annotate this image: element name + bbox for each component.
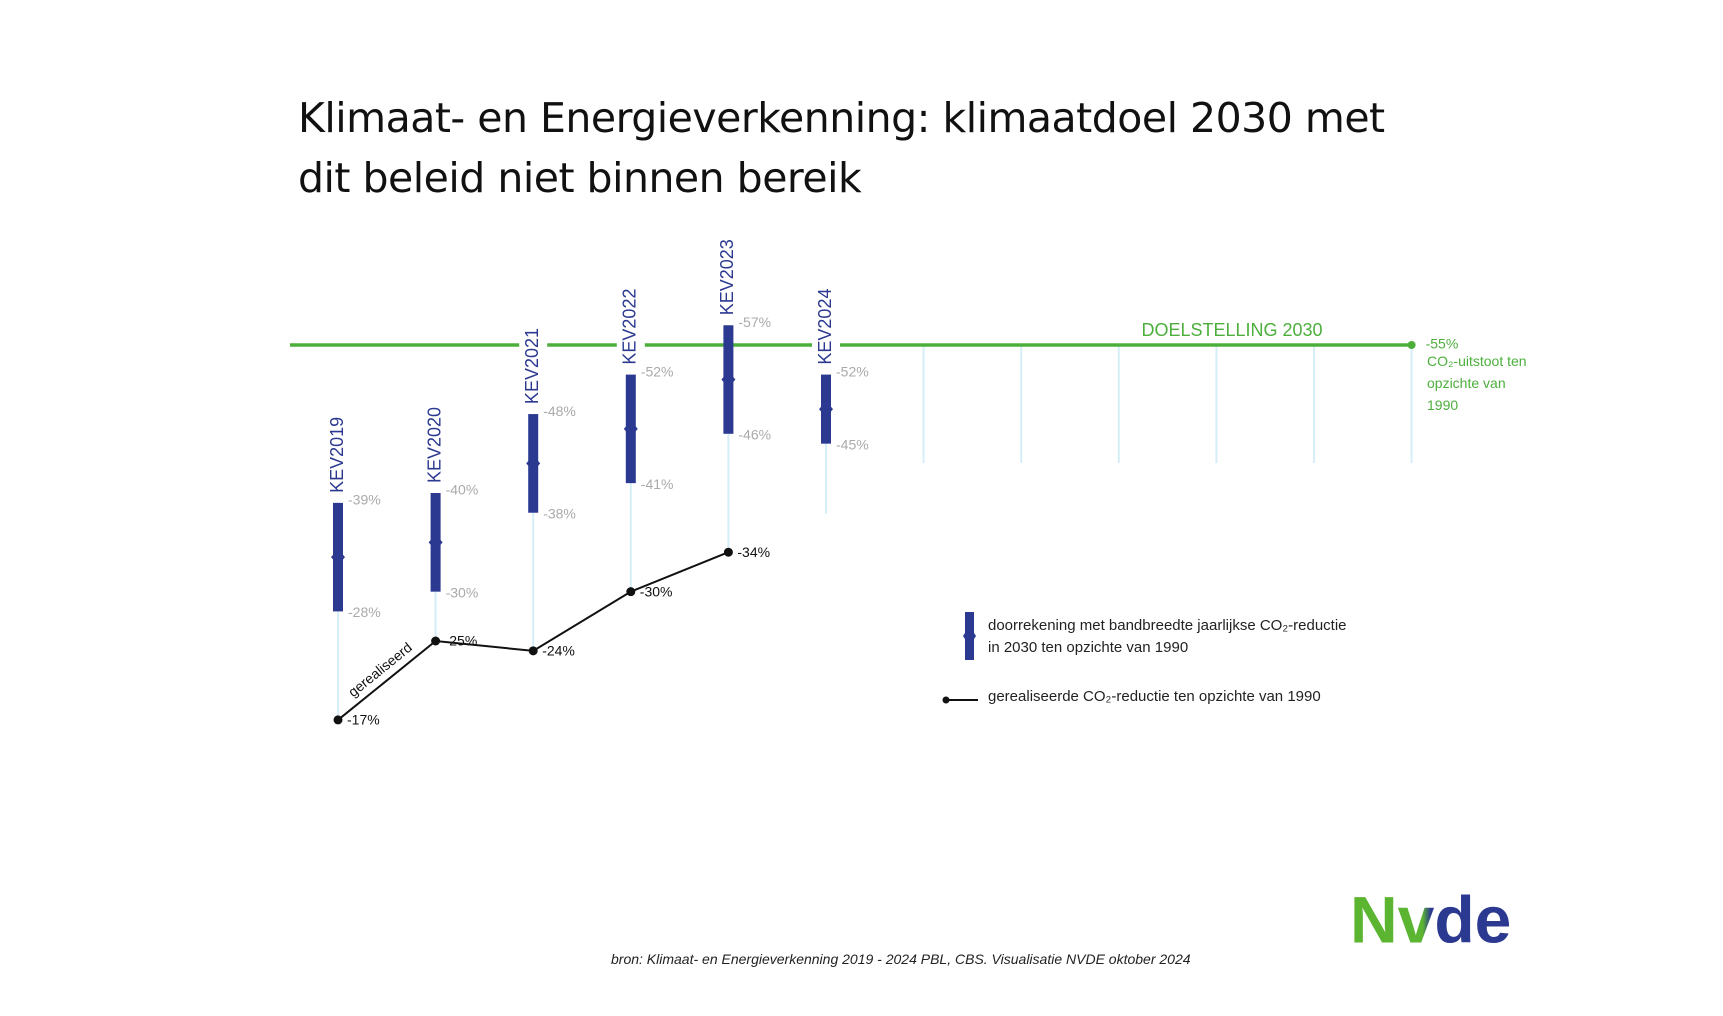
legend-text: gerealiseerde CO₂-reductie ten opzichte … — [988, 688, 1321, 705]
range-mid — [623, 420, 638, 437]
legend-text: doorrekening met bandbreedte jaarlijkse … — [988, 617, 1347, 656]
range-mid — [819, 401, 833, 418]
realized-label: -25% — [445, 633, 478, 649]
chart-title: Klimaat- en Energieverkenning: klimaatdo… — [298, 94, 1385, 202]
realized-point — [723, 547, 733, 557]
realized-label: -30% — [640, 583, 673, 599]
range-high-label: -52% — [836, 363, 869, 379]
range-high-label: -40% — [446, 482, 479, 498]
label-gap — [616, 284, 645, 369]
target-label: DOELSTELLING 2030 — [1141, 320, 1322, 340]
source: bron: Klimaat- en Energieverkenning 2019… — [611, 951, 1191, 967]
label-gap — [421, 402, 450, 487]
range-high-label: -52% — [641, 363, 674, 379]
label-gap — [324, 412, 352, 497]
series-label: gerealiseerd — [345, 639, 415, 700]
realized-point — [431, 636, 441, 646]
realized-point — [626, 587, 636, 597]
category-label: KEV2024 — [815, 289, 835, 365]
label-gap — [519, 324, 548, 409]
label-gap — [812, 284, 840, 369]
realized-label: -17% — [347, 712, 380, 728]
range-high-label: -57% — [738, 314, 771, 330]
range-high-label: -39% — [348, 492, 381, 508]
range-mid — [721, 371, 736, 388]
realized-point — [333, 715, 343, 725]
category-label: KEV2022 — [620, 289, 640, 365]
range-mid — [526, 455, 541, 472]
legend-icon — [963, 626, 976, 646]
range-low-label: -38% — [543, 505, 576, 521]
range-low-label: -46% — [738, 427, 771, 443]
realized-label: -24% — [542, 643, 575, 659]
realized-point — [528, 646, 538, 656]
target-dot — [1407, 341, 1416, 349]
category-label: KEV2020 — [424, 407, 444, 483]
category-label: KEV2019 — [327, 417, 347, 493]
target-value-label: -55% — [1426, 336, 1459, 352]
range-low-label: -45% — [836, 436, 869, 452]
range-mid — [331, 549, 345, 566]
realized-label: -34% — [737, 544, 770, 560]
legend-icon — [942, 696, 950, 704]
range-high-label: -48% — [543, 403, 576, 419]
range-low-label: -41% — [641, 476, 674, 492]
range-low-label: -30% — [446, 584, 479, 600]
range-mid — [428, 534, 443, 551]
category-label: KEV2023 — [717, 239, 737, 315]
target-note: CO₂-uitstoot ten opzichte van 1990 — [1427, 353, 1527, 413]
range-low-label: -28% — [348, 604, 381, 620]
logo: Nvde — [1350, 882, 1511, 956]
label-gap — [714, 235, 743, 320]
category-label: KEV2021 — [522, 328, 542, 404]
